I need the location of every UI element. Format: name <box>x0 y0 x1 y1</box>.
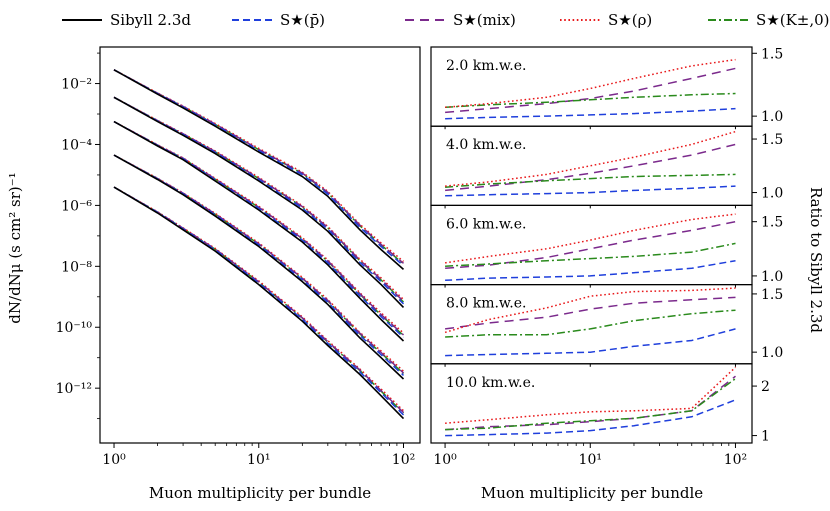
ratio-line-0-mix <box>445 67 736 114</box>
ratio-subpanel-2: 1.0 1.5 6.0 km.w.e. <box>430 204 783 288</box>
flux-curve-4-smix <box>113 186 405 414</box>
flux-y-tick-label: 10⁻² <box>61 77 92 93</box>
ratio-x-tick-label: 10¹ <box>579 452 602 468</box>
flux-y-tick-label: 10⁻⁸ <box>61 259 92 275</box>
ratio-line-1-pbar <box>445 185 736 197</box>
legend-label-1: S★(p̄) <box>280 11 325 29</box>
flux-curve-2-sk <box>113 120 405 337</box>
flux-y-tick-label: 10⁻¹⁰ <box>56 320 93 336</box>
flux-y-tick-label: 10⁻⁴ <box>61 137 92 153</box>
ratio-y-tick-label: 1.5 <box>761 287 783 303</box>
ratio-line-0-pbar <box>445 107 736 120</box>
flux-curve-1-sk <box>113 96 405 303</box>
ratio-subpanel-4: 1 2 10.0 km.w.e. <box>430 363 770 448</box>
ratio-y-tick-label: 1.0 <box>761 345 783 361</box>
flux-curve-0-sk <box>113 69 404 265</box>
flux-curve-0-sibyll23d <box>113 69 405 270</box>
ratio-line-4-K <box>445 377 736 431</box>
flux-curve-2-srho <box>113 120 405 334</box>
flux-curve-3-spbar <box>113 154 405 376</box>
flux-curve-3-smix <box>113 154 405 374</box>
ratio-y-tick-label: 1.5 <box>761 215 783 231</box>
flux-panel: 10⁰ 10¹ 10² 10⁻² 10⁻⁴ 10⁻⁶ 10⁻⁸ 10⁻¹⁰ 10⁻¹² <box>56 46 421 468</box>
flux-y-tick-label: 10⁻⁶ <box>61 198 92 214</box>
ratio-y-tick-label: 1.5 <box>761 46 783 62</box>
flux-curve-1-spbar <box>113 96 405 305</box>
ratio-subpanel-1: 1.0 1.5 4.0 km.w.e. <box>430 125 783 209</box>
flux-curve-0-spbar <box>113 69 404 267</box>
ratio-depth-label: 2.0 km.w.e. <box>446 58 526 74</box>
flux-curve-1-srho <box>113 96 405 301</box>
ratio-depth-label: 8.0 km.w.e. <box>446 296 526 312</box>
legend-label-4: S★(K±,0) <box>756 11 830 29</box>
ratio-y-tick-label: 1 <box>761 429 770 445</box>
flux-panel-frame <box>99 46 421 444</box>
ratio-subpanel-0: 1.0 1.5 2.0 km.w.e. <box>430 46 783 130</box>
right-xlabel: Muon multiplicity per bundle <box>481 484 703 502</box>
flux-curve-2-smix <box>113 120 405 336</box>
flux-curve-4-sibyll23d <box>113 186 405 420</box>
ratio-y-tick-label: 1.5 <box>761 132 783 148</box>
ratio-line-2-rho <box>444 213 736 264</box>
ratio-line-2-pbar <box>445 259 736 282</box>
ratio-line-2-K <box>445 242 736 267</box>
legend-label-3: S★(ρ) <box>608 11 652 29</box>
ratio-line-3-K <box>445 309 736 338</box>
flux-curve-1-smix <box>113 96 405 302</box>
flux-y-tick-label: 10⁻¹² <box>56 381 92 397</box>
ratio-line-0-K <box>445 92 736 109</box>
flux-x-tick-label: 10⁰ <box>102 452 126 468</box>
right-ylabel: Ratio to Sibyll 2.3d <box>807 187 825 333</box>
legend: Sibyll 2.3d S★(p̄) S★(mix) S★(ρ) S★(K±,0) <box>62 11 830 29</box>
legend-label-0: Sibyll 2.3d <box>110 11 191 29</box>
ratio-x-tick-label: 10² <box>724 452 747 468</box>
flux-curve-0-srho <box>113 69 404 262</box>
left-ylabel: dN/dNμ (s cm² sr)⁻¹ <box>6 172 24 323</box>
left-xlabel: Muon multiplicity per bundle <box>149 484 371 502</box>
ratio-line-4-pbar <box>445 399 736 437</box>
flux-curve-0-smix <box>113 69 404 264</box>
ratio-depth-label: 4.0 km.w.e. <box>446 137 526 153</box>
ratio-line-3-pbar <box>445 328 736 357</box>
flux-curve-4-sk <box>113 186 405 414</box>
ratio-subpanel-frame <box>430 363 753 444</box>
ratio-panel: 1.0 1.5 2.0 km.w.e. 1.0 1.5 4.0 km.w.e. 1.0 1.5… <box>430 46 783 468</box>
ratio-y-tick-label: 1.0 <box>761 186 783 202</box>
flux-curve-2-sibyll23d <box>113 120 405 342</box>
ratio-subpanel-3: 1.0 1.5 8.0 km.w.e. <box>430 284 783 367</box>
ratio-depth-label: 6.0 km.w.e. <box>446 216 526 232</box>
flux-curve-4-spbar <box>113 186 405 416</box>
ratio-y-tick-label: 1.0 <box>761 269 783 285</box>
ratio-line-1-K <box>445 173 736 188</box>
ratio-depth-label: 10.0 km.w.e. <box>446 375 535 391</box>
ratio-line-3-mix <box>444 296 736 330</box>
legend-label-2: S★(mix) <box>453 11 516 29</box>
ratio-y-tick-label: 1.0 <box>761 109 783 125</box>
ratio-y-tick-label: 2 <box>761 379 770 395</box>
flux-x-tick-label: 10² <box>392 452 415 468</box>
flux-curve-1-sibyll23d <box>113 96 405 308</box>
flux-x-tick-label: 10¹ <box>247 452 270 468</box>
ratio-x-tick-label: 10⁰ <box>433 452 457 468</box>
flux-curve-3-sibyll23d <box>113 154 405 380</box>
